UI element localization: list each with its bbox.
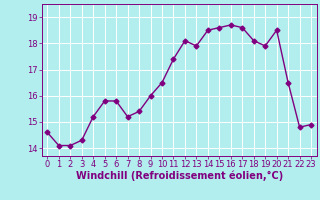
X-axis label: Windchill (Refroidissement éolien,°C): Windchill (Refroidissement éolien,°C) (76, 171, 283, 181)
